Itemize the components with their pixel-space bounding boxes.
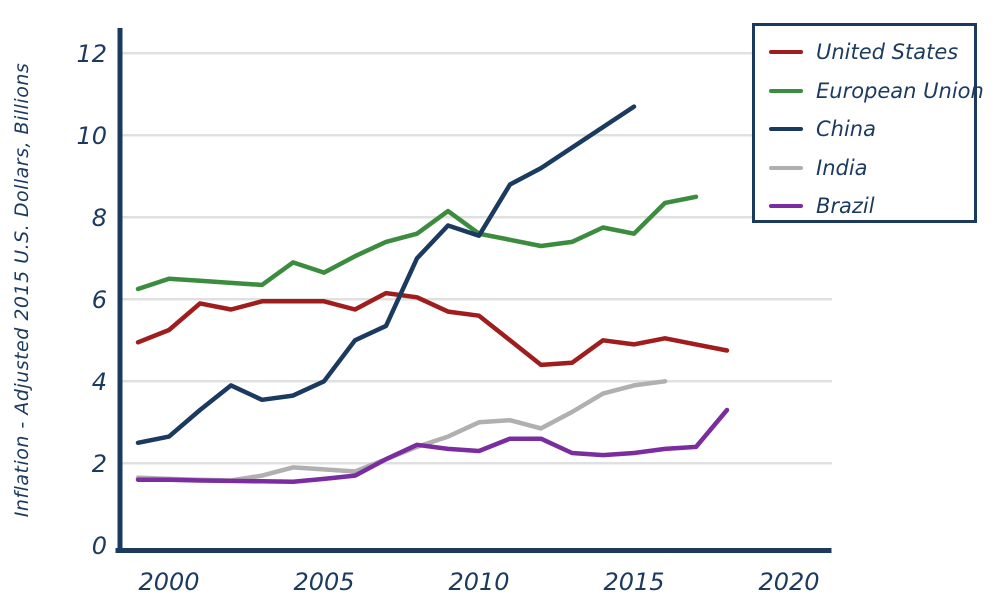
x-axis-spine <box>115 548 832 553</box>
y-axis-title: Inflation - Adjusted 2015 U.S. Dollars, … <box>11 63 33 518</box>
legend-label-united-states: United States <box>816 40 959 65</box>
series-line-united-states <box>135 290 730 368</box>
legend-label-brazil: Brazil <box>816 194 875 219</box>
legend-label-india: India <box>816 155 868 180</box>
legend: United States European Union China India Bra… <box>752 23 984 226</box>
y-tick-label-4: 4 <box>92 368 107 396</box>
legend-swatch-united-states <box>769 50 803 55</box>
tick-labels: 0 2 4 6 8 10 12 2000 2005 2010 2015 2020 <box>76 40 819 596</box>
x-tick-label-2005: 2005 <box>293 568 354 596</box>
series-lines <box>135 104 730 484</box>
legend-label-european-union: European Union <box>816 78 984 103</box>
legend-swatch-china <box>769 127 803 132</box>
series-line-china <box>135 104 637 446</box>
legend-label-china: China <box>816 117 876 142</box>
y-tick-label-6: 6 <box>92 286 107 314</box>
x-tick-label-2000: 2000 <box>138 568 199 596</box>
legend-swatch-india <box>769 165 803 170</box>
y-tick-label-2: 2 <box>92 450 107 478</box>
legend-item-brazil: Brazil <box>755 187 974 226</box>
y-tick-label-0: 0 <box>92 532 107 560</box>
y-tick-label-10: 10 <box>76 122 107 150</box>
y-axis-spine <box>117 28 123 553</box>
axes <box>115 28 832 553</box>
x-tick-label-2010: 2010 <box>448 568 509 596</box>
legend-item-china: China <box>755 110 974 149</box>
legend-item-united-states: United States <box>755 33 974 72</box>
series-line-european-union <box>135 194 699 292</box>
x-tick-label-2015: 2015 <box>603 568 664 596</box>
y-tick-label-12: 12 <box>76 40 107 68</box>
y-tick-label-8: 8 <box>92 204 107 232</box>
legend-swatch-brazil <box>769 204 803 209</box>
series-line-brazil <box>135 407 730 484</box>
legend-item-india: India <box>755 149 974 188</box>
legend-item-european-union: European Union <box>755 72 984 111</box>
legend-swatch-european-union <box>769 88 803 93</box>
x-tick-label-2020: 2020 <box>758 568 819 596</box>
gridlines <box>121 52 832 465</box>
